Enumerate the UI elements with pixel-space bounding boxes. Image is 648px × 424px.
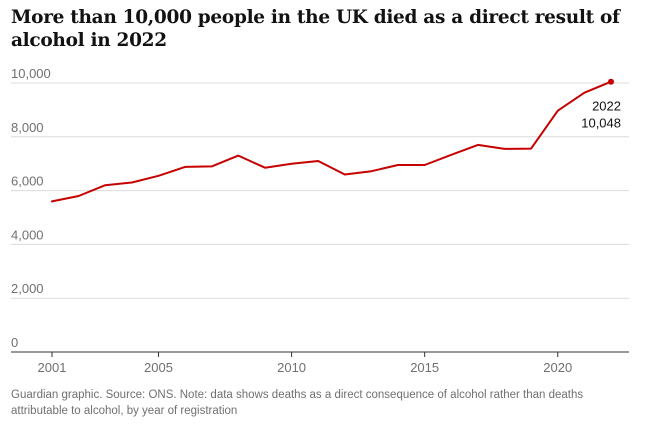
x-tick-label: 2005: [144, 360, 173, 375]
annotation-year: 2022: [592, 99, 621, 114]
y-tick-label: 0: [11, 335, 18, 350]
gridlines: [11, 82, 629, 299]
chart-title: More than 10,000 people in the UK died a…: [11, 7, 620, 51]
y-tick-label: 8,000: [11, 120, 44, 135]
annotation-value: 10,048: [581, 116, 621, 131]
series-layer: [51, 78, 614, 203]
y-tick-label: 2,000: [11, 281, 44, 296]
y-tick-label: 10,000: [11, 66, 51, 81]
x-axis-ticks: 2001 2005 2010 2015 2020: [38, 352, 572, 375]
x-tick-label: 2001: [38, 360, 67, 375]
x-tick-label: 2015: [410, 360, 439, 375]
source-note: Guardian graphic. Source: ONS. Note: dat…: [11, 389, 584, 417]
y-tick-label: 4,000: [11, 227, 44, 242]
y-axis-ticks: 0 2,000 4,000 6,000 8,000 10,000: [11, 66, 51, 350]
series-line: [51, 80, 612, 203]
annotation-layer: 2022 10,048: [581, 99, 621, 131]
y-tick-label: 6,000: [11, 174, 44, 189]
end-point-marker: [608, 78, 614, 85]
x-tick-label: 2020: [543, 360, 572, 375]
x-tick-label: 2010: [277, 360, 306, 375]
